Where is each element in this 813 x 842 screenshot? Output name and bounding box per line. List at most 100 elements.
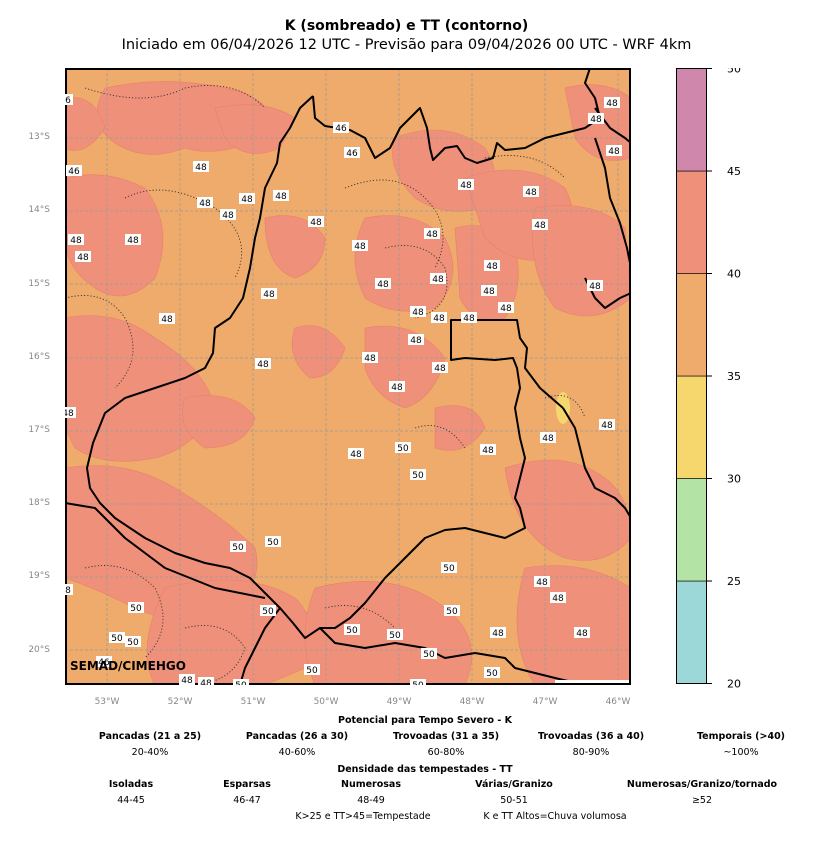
tt-legend-title: Densidade das tempestades - TT [337,764,513,775]
svg-text:46: 46 [335,124,347,134]
svg-text:50: 50 [423,650,435,660]
colorbar-tick-label: 25 [727,575,741,588]
legend-category: Pancadas (21 a 25) [98,731,202,742]
svg-text:48: 48 [542,434,554,444]
contour-label: 50 [125,636,141,648]
svg-text:48: 48 [127,236,139,246]
svg-text:48: 48 [77,253,89,263]
contour-label: 50 [128,602,144,614]
contour-label: 48 [375,278,391,290]
svg-text:48: 48 [608,147,620,157]
legend-value: 50-51 [500,795,528,806]
state-borders [65,68,631,685]
svg-text:48: 48 [606,99,618,109]
contour-label: 48 [574,627,590,639]
svg-text:46: 46 [98,658,110,668]
latitude-label: 19°S [28,571,50,581]
svg-text:48: 48 [275,192,287,202]
colorbar: 20 25 30 35 40 45 50 [676,68,741,688]
contour-label: 48 [239,193,255,205]
k-legend-title: Potencial para Tempo Severo - K [338,715,512,726]
svg-text:50: 50 [111,634,123,644]
longitude-label: 53°W [94,697,120,707]
svg-text:48: 48 [65,409,74,419]
contour-label: 6 [65,94,73,106]
tt-contours [65,85,586,684]
contour-label: 48 [261,288,277,300]
svg-text:8: 8 [65,586,71,596]
colorbar-tick-label: 35 [727,370,741,383]
contour-label: 48 [599,419,615,431]
legend-category: Trovoadas (36 a 40) [537,731,645,742]
colorbar-tick-label: 50 [727,68,741,76]
latitude-label: 15°S [28,279,50,289]
contour-label: 48 [430,273,446,285]
svg-text:48: 48 [483,287,495,297]
legend-value: 20-40% [131,747,169,758]
contour-label: 48 [432,362,448,374]
svg-text:50: 50 [235,681,247,685]
legend-value: 48-49 [357,795,385,806]
svg-text:48: 48 [161,315,173,325]
contour-label: 50 [387,629,403,641]
contour-label: 50 [441,562,457,574]
contour-label: 48 [197,197,213,209]
contour-label: 46 [344,147,360,159]
svg-text:48: 48 [310,218,322,228]
contour-label: 50 [484,667,500,679]
svg-text:50: 50 [306,666,318,676]
svg-text:48: 48 [222,211,234,221]
svg-text:46: 46 [68,167,80,177]
longitude-label: 50°W [313,697,339,707]
svg-text:48: 48 [486,262,498,272]
svg-text:48: 48 [601,421,613,431]
svg-text:50: 50 [397,444,409,454]
contour-label: 48 [480,444,496,456]
legend-value: 44-45 [117,795,145,806]
svg-text:48: 48 [350,450,362,460]
longitude-label: 47°W [532,697,558,707]
contour-label: 50 [410,469,426,481]
contour-label: 48 [198,677,214,685]
latitude-label: 20°S [28,645,50,655]
colorbar-segment [676,273,707,377]
contour-label: 50 [410,679,426,685]
contour-label: 50 [265,536,281,548]
svg-text:48: 48 [460,181,472,191]
latitude-label: 14°S [28,205,50,215]
svg-text:50: 50 [127,638,139,648]
legend-category: Numerosas/Granizo/tornado [626,779,778,790]
svg-text:48: 48 [432,275,444,285]
svg-text:48: 48 [589,282,601,292]
svg-text:48: 48 [364,354,376,364]
latitude-label: 13°S [28,132,50,142]
contour-label: 50 [260,605,276,617]
contour-label: 48 [348,448,364,460]
svg-text:48: 48 [410,336,422,346]
contour-label: 48 [273,190,289,202]
legend-category: Numerosas [341,779,401,790]
contour-label: 50 [344,624,360,636]
contour-label: 48 [220,209,236,221]
contour-label: 50 [395,442,411,454]
svg-text:48: 48 [412,308,424,318]
map-title: K (sombreado) e TT (contorno) [284,18,529,34]
latitude-label: 16°S [28,352,50,362]
contour-label: 48 [458,179,474,191]
longitude-label: 51°W [240,697,266,707]
svg-text:48: 48 [534,221,546,231]
legend-value: 40-60% [278,747,316,758]
longitude-label: 46°W [605,697,631,707]
colorbar-tick-label: 30 [727,473,741,486]
legend-value: 60-80% [427,747,465,758]
latitude-label: 17°S [28,425,50,435]
longitude-label: 48°W [459,697,485,707]
contour-label: 48 [532,219,548,231]
colorbar-tick-label: 45 [727,165,741,178]
svg-text:48: 48 [263,290,275,300]
svg-text:50: 50 [346,626,358,636]
legend-value: ≥52 [691,795,713,806]
contour-label: 48 [68,234,84,246]
legend-category: Temporais (>40) [696,731,786,742]
svg-text:48: 48 [536,578,548,588]
